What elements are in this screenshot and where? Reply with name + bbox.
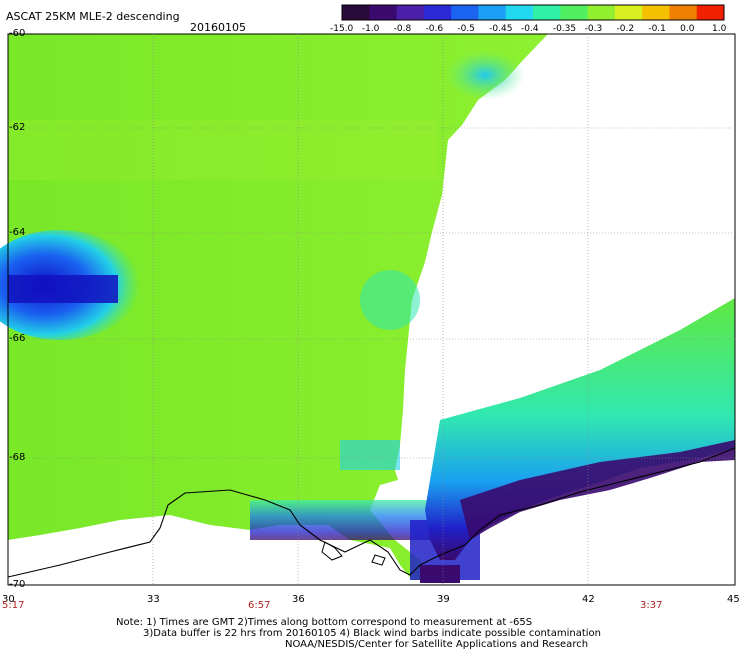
coastline — [7, 447, 736, 578]
colorbar-label: -0.4 — [521, 24, 539, 34]
latitude-label: -66 — [9, 333, 26, 344]
colorbar-swatch — [505, 5, 534, 20]
colorbar-swatches — [341, 4, 725, 21]
colorbar-label: 1.0 — [712, 24, 727, 34]
longitude-label: 45 — [727, 594, 740, 605]
map-frame — [7, 33, 736, 586]
colorbar-swatch — [669, 5, 698, 20]
colorbar-label: -0.45 — [489, 24, 513, 34]
colorbar-label: -15.0 — [330, 24, 354, 34]
product-title: ASCAT 25KM MLE-2 descending — [6, 10, 180, 23]
colorbar-label: -1.0 — [361, 24, 380, 34]
latitude-label: -64 — [9, 227, 26, 238]
footer-credit: NOAA/NESDIS/Center for Satellite Applica… — [285, 639, 589, 650]
latitude-label: -68 — [9, 452, 26, 463]
pass-time-label: 3:37 — [640, 600, 663, 611]
colorbar-swatch — [614, 5, 643, 20]
latitude-label: -60 — [9, 28, 26, 39]
left-swath — [0, 34, 548, 583]
graticule — [8, 34, 735, 585]
colorbar-swatch — [560, 5, 589, 20]
colorbar-swatch — [451, 5, 479, 20]
colorbar-swatch — [369, 5, 398, 20]
latitude-label: -62 — [9, 122, 26, 133]
colorbar-label: -0.35 — [552, 24, 577, 34]
longitude-label: 30 — [2, 594, 15, 605]
pass-time-label: 6:57 — [248, 600, 271, 611]
colorbar-label: -0.6 — [425, 24, 444, 34]
longitude-label: 33 — [147, 594, 160, 605]
longitude-label: 36 — [292, 594, 305, 605]
right-swath — [425, 298, 735, 560]
colorbar-swatch — [396, 5, 425, 20]
longitude-label: 39 — [437, 594, 450, 605]
colorbar-swatch — [342, 5, 370, 20]
colorbar-swatch — [696, 5, 725, 20]
colorbar-label: 0.0 — [680, 24, 695, 34]
colorbar-label: -0.5 — [457, 24, 475, 34]
colorbar-swatch — [533, 5, 561, 20]
longitude-label: 42 — [582, 594, 595, 605]
footer-note-1: Note: 1) Times are GMT 2)Times along bot… — [116, 617, 533, 628]
colorbar-swatch — [642, 5, 670, 20]
colorbar-label: -0.1 — [648, 24, 666, 34]
pass-time-label: 5:17 — [2, 600, 25, 611]
footer-note-2: 3)Data buffer is 22 hrs from 20160105 4)… — [143, 628, 601, 639]
colorbar-swatch — [423, 5, 452, 20]
colorbar-swatch — [587, 5, 616, 20]
product-date: 20160105 — [190, 21, 246, 34]
colorbar-label: -0.3 — [584, 24, 603, 34]
coastline-islands — [321, 541, 386, 566]
latitude-label: -70 — [9, 579, 26, 590]
colorbar-swatch — [478, 5, 507, 20]
colorbar-label: -0.2 — [616, 24, 635, 34]
colorbar-label: -0.8 — [393, 24, 412, 34]
